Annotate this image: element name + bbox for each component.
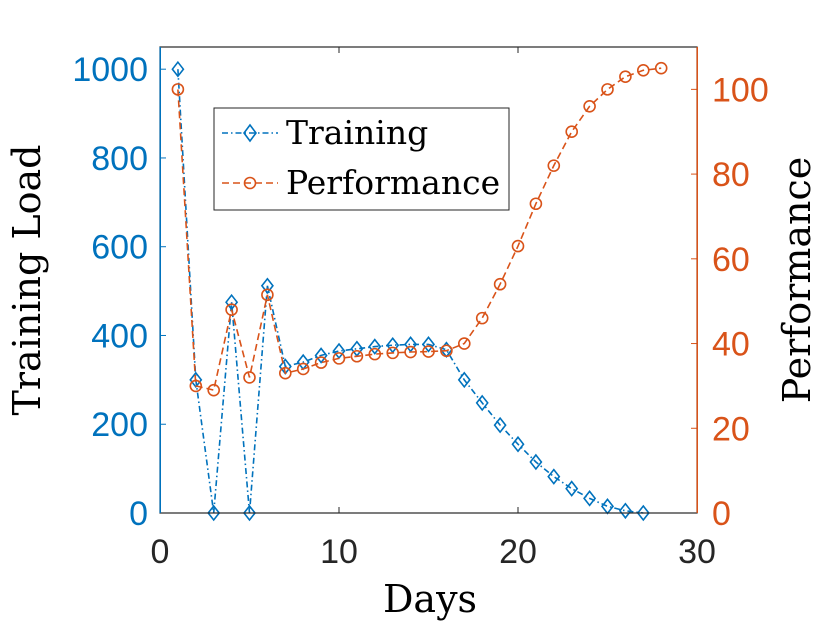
data-point-training [565, 480, 579, 497]
data-point-training [529, 453, 543, 471]
y-right-tick-label: 60 [712, 241, 750, 279]
x-axis-label: Days [383, 577, 477, 621]
data-point-performance [565, 125, 579, 139]
data-point-training [618, 502, 632, 520]
data-point-performance [475, 311, 489, 325]
y-left-tick-label: 800 [91, 140, 148, 178]
data-point-training [547, 468, 561, 485]
y-right-tick-label: 0 [712, 495, 731, 533]
data-point-performance [332, 352, 346, 365]
data-point-performance [225, 303, 238, 316]
y-right-tick-label: 80 [712, 156, 750, 194]
data-point-performance [601, 83, 614, 96]
data-point-performance [314, 356, 328, 369]
data-point-performance [457, 337, 471, 350]
data-point-performance [583, 100, 596, 113]
right-axis-line [696, 47, 698, 513]
data-point-performance [619, 70, 632, 83]
data-point-training [583, 490, 597, 507]
data-point-performance [654, 61, 668, 75]
data-point-performance [278, 366, 292, 380]
data-point-training [636, 504, 650, 522]
x-tick-label: 30 [678, 533, 716, 571]
data-point-performance [189, 379, 203, 393]
legend-marker-diamond [243, 123, 257, 143]
data-point-training [511, 435, 525, 453]
data-point-training [493, 416, 507, 434]
x-tick-label: 0 [151, 533, 170, 571]
data-point-training [314, 347, 328, 364]
data-point-training [600, 498, 615, 515]
data-point-performance [404, 345, 417, 359]
y-right-tick-label: 40 [712, 326, 750, 364]
data-point-performance [368, 347, 382, 361]
data-point-performance [511, 239, 525, 253]
data-point-performance [493, 277, 507, 291]
left-axis-line [159, 47, 161, 513]
data-point-training [260, 277, 274, 295]
data-point-training [242, 504, 257, 522]
data-point-training [457, 371, 471, 389]
data-point-performance [296, 362, 310, 376]
data-point-training [207, 504, 221, 522]
data-point-performance [636, 64, 650, 77]
data-point-performance [386, 346, 400, 360]
data-point-performance [547, 159, 561, 172]
data-point-training [421, 336, 436, 353]
series-line-performance [177, 67, 662, 392]
data-point-training [368, 338, 382, 355]
y-right-tick-label: 100 [712, 71, 769, 109]
legend-label-performance: Performance [286, 163, 500, 202]
y-left-tick-label: 200 [91, 406, 148, 444]
x-tick-label: 10 [320, 533, 358, 571]
data-point-performance [422, 345, 435, 358]
y-left-tick-label: 1000 [72, 51, 148, 89]
data-point-performance [207, 383, 220, 397]
data-point-training [475, 394, 489, 412]
data-point-training [225, 293, 239, 311]
y-left-tick-label: 400 [91, 317, 148, 355]
data-point-performance [350, 349, 364, 363]
y-left-tick-label: 0 [129, 495, 148, 533]
data-point-performance [243, 371, 256, 384]
legend-marker-circle [243, 176, 257, 190]
y-axis-label-left: Training Load [5, 145, 49, 416]
data-point-training [171, 60, 185, 78]
y-axis-label-right: Performance [775, 157, 819, 404]
y-left-tick-label: 600 [91, 229, 148, 267]
x-tick-label: 20 [499, 533, 537, 571]
data-point-performance [440, 344, 453, 358]
legend-label-training: Training [286, 113, 428, 152]
data-point-performance [171, 83, 185, 96]
data-point-performance [529, 197, 543, 211]
data-point-performance [261, 288, 274, 302]
y-right-tick-label: 20 [712, 410, 750, 448]
legend-box [213, 107, 510, 211]
legend: Training Performance [213, 107, 510, 211]
data-point-training [189, 371, 203, 389]
